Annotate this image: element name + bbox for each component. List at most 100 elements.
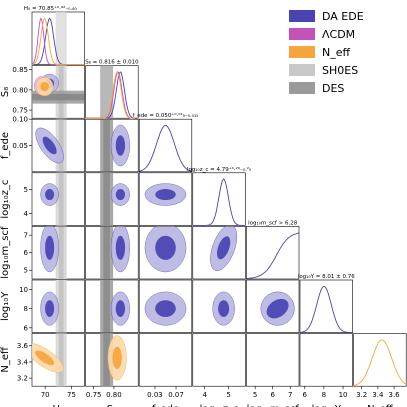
legend-swatch-des: [289, 82, 315, 94]
x-axis-label-log10zc: log₁₀z_c: [200, 404, 239, 407]
panel-H0-fede: [31, 118, 85, 173]
des-band-inner: [103, 333, 110, 387]
x-tick-label: 70: [41, 391, 50, 399]
contour-inner-daede: [115, 300, 126, 317]
legend: DA EDE ΛCDM N_eff SH0ES DES: [289, 10, 364, 95]
diag-panel-log10zc: log₁₀z_c = 4.79⁺⁰·²⁰₋₀.²₀: [187, 166, 252, 226]
x-tick-label: 3.6: [388, 391, 400, 399]
x-tick-label: 5: [253, 391, 257, 399]
panel-frame: [246, 333, 300, 387]
posterior-1d-daede: [246, 232, 300, 280]
y-tick-label: 0.85: [12, 66, 28, 74]
param-title-S8: S₈ = 0.816 ± 0.010: [85, 60, 139, 66]
des-band-h-inner: [32, 93, 85, 101]
y-tick-label: 4: [24, 210, 29, 218]
diag-panel-H0: H₀ = 70.85⁺⁰·⁹²₋₀.₆₀: [24, 5, 85, 66]
posterior-1d-neff: [31, 17, 85, 66]
diag-panel-Neff: [353, 333, 407, 387]
x-tick-label: 3.4: [372, 391, 384, 399]
x-tick-label: 0.80: [106, 391, 122, 399]
y-tick-label: 3.2: [17, 375, 28, 383]
legend-swatch-neff: [289, 46, 315, 58]
x-tick-label: 0.07: [168, 391, 184, 399]
sh0es-band-inner: [58, 226, 64, 279]
diag-panel-S8: S₈ = 0.816 ± 0.010: [85, 60, 139, 119]
panel-H0-log10Y: [31, 279, 85, 333]
y-tick-label: 8: [24, 305, 28, 313]
contour-inner-daede: [155, 300, 176, 317]
legend-label: SH0ES: [322, 64, 358, 77]
contour-inner-daede: [115, 135, 126, 156]
y-tick-label: 0.10: [12, 116, 28, 124]
x-tick-label: 6: [270, 391, 275, 399]
sh0es-band-inner: [58, 333, 64, 387]
legend-label: DA EDE: [322, 10, 364, 23]
diag-panel-fede: f_ede = 0.050⁺⁰·⁰¹₉₋₀.₀₁₅: [133, 112, 199, 173]
contour-inner-daede: [155, 189, 176, 201]
y-axis-label-log10zc: log₁₀z_c: [0, 180, 11, 219]
panel-frame: [353, 333, 407, 387]
contour-inner-daede: [45, 189, 55, 201]
x-axis-label-H0: H₀: [53, 404, 65, 407]
panel-S8-log10zc: [85, 172, 139, 226]
contour-inner-daede: [42, 136, 57, 155]
panel-H0-log10zc: [31, 172, 85, 226]
legend-swatch-cdm: [289, 28, 315, 40]
des-band: [100, 65, 114, 119]
corner-panels: H₀ = 70.85⁺⁰·⁹²₋₀.₆₀ S₈ = 0.816 ± 0.010 f_…: [24, 5, 407, 387]
param-title-log10zc: log₁₀z_c = 4.79⁺⁰·²⁰₋₀.²₀: [187, 166, 252, 173]
posterior-1d-daede: [139, 125, 192, 172]
x-tick-label: 5: [226, 391, 230, 399]
panel-fede-Neff: [138, 333, 193, 387]
posterior-1d-neff: [353, 339, 407, 386]
y-tick-label: 0.80: [12, 86, 28, 94]
y-axis-label-S8: S₈: [0, 87, 11, 97]
des-band-inner: [103, 226, 110, 279]
x-tick-label: 0.03: [147, 391, 163, 399]
x-tick-label: 6: [303, 391, 308, 399]
panel-frame: [138, 333, 193, 387]
y-axis-label-log10mscf: log₁₀m_scf: [0, 226, 11, 279]
x-axis-label-Neff: N_eff: [367, 404, 394, 407]
corner-axis-labels: 7075H₀0.750.80S₈0.030.07f_ede45log₁₀z_c5…: [0, 66, 400, 407]
contour-inner-daede: [155, 235, 176, 260]
y-tick-label: 7: [24, 232, 28, 240]
contour-inner-neff: [35, 350, 55, 366]
x-tick-label: 10: [339, 391, 348, 399]
x-axis-label-log10mscf: log₁₀m_scf: [247, 404, 300, 407]
panel-fede-log10zc: [138, 172, 193, 226]
param-title-fede: f_ede = 0.050⁺⁰·⁰¹₉₋₀.₀₁₅: [133, 112, 199, 119]
y-tick-label: 0.05: [12, 142, 28, 150]
y-tick-label: 5: [24, 186, 28, 194]
contour-inner-daede: [266, 298, 289, 319]
panel-frame: [246, 226, 300, 280]
panel-log10mscf-Neff: [246, 333, 300, 387]
legend-swatch-daede: [289, 10, 315, 22]
y-tick-label: 3.4: [17, 358, 29, 366]
panel-frame: [192, 333, 246, 387]
contour-inner-daede: [115, 189, 126, 201]
sh0es-band-inner: [58, 172, 64, 226]
panel-frame: [299, 333, 353, 387]
panel-log10zc-log10mscf: [192, 226, 246, 280]
y-axis-label-Neff: N_eff: [0, 346, 11, 373]
y-tick-label: 0.75: [12, 107, 28, 115]
legend-label: N_eff: [322, 46, 350, 59]
contour-inner-neff: [112, 346, 122, 370]
contour-inner-daede: [115, 235, 126, 260]
sh0es-band-inner: [58, 119, 64, 172]
x-tick-label: 0.75: [86, 391, 102, 399]
y-tick-label: 10: [19, 286, 28, 294]
posterior-1d-daede: [192, 178, 246, 226]
panel-log10zc-Neff: [192, 333, 246, 387]
posterior-1d-neff: [85, 71, 139, 119]
contour-inner-daede: [217, 236, 231, 260]
x-axis-label-fede: f_ede: [152, 404, 179, 407]
panel-fede-log10mscf: [138, 226, 193, 280]
y-tick-label: 6: [24, 249, 29, 257]
des-band-inner: [103, 172, 110, 226]
panel-S8-log10Y: [85, 279, 139, 333]
contour-inner-daede: [218, 300, 230, 317]
panel-H0-log10mscf: [31, 226, 85, 280]
